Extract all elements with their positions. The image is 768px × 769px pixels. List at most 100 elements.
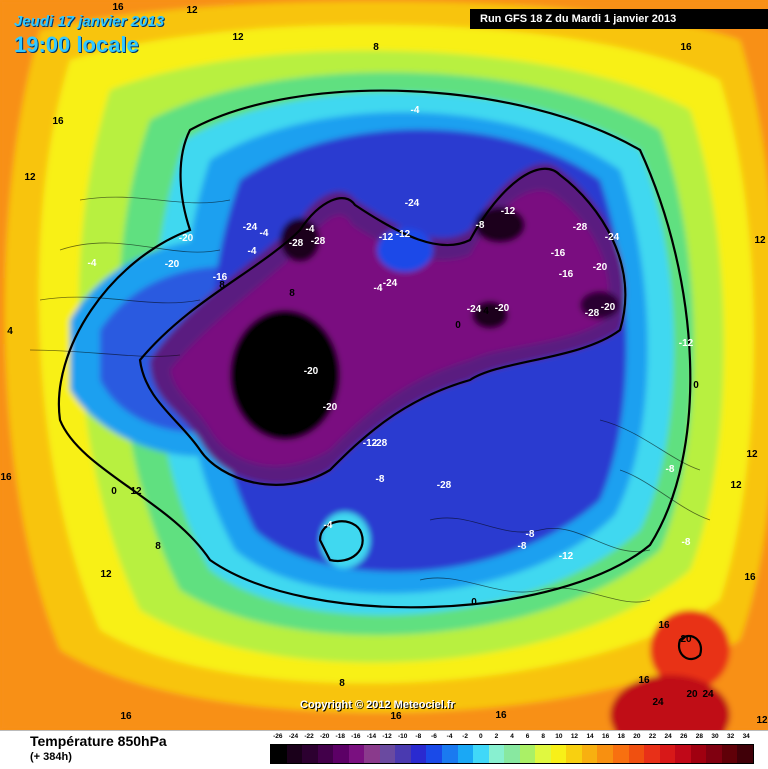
color-scale-tick: 30: [711, 733, 719, 740]
isotherm-label: -8: [682, 537, 691, 548]
color-scale-tick: 8: [541, 733, 546, 740]
color-scale-tick: 22: [648, 733, 657, 740]
isotherm-label: 12: [730, 480, 742, 491]
color-scale-tick: 14: [586, 733, 594, 740]
isotherm-label: -24: [405, 198, 420, 209]
color-swatch: [271, 745, 287, 763]
isotherm-label: 0: [693, 380, 699, 391]
color-swatch: [675, 745, 691, 763]
color-scale-tick: 32: [726, 733, 735, 740]
color-scale-tick: -18: [335, 733, 345, 740]
color-scale-tick: -8: [415, 733, 422, 740]
isotherm-label: -28: [311, 236, 326, 247]
isotherm-label: 12: [100, 569, 112, 580]
color-scale-tick: 10: [555, 733, 563, 740]
color-scale-bar: [270, 744, 754, 764]
color-swatch: [737, 745, 753, 763]
color-swatch: [442, 745, 458, 763]
isotherm-label: 12: [24, 172, 36, 183]
temperature-map: 16 12 12 8 16 12 16 -4 12 -4 -28 -28 -24 -12 -8 -12 -28-…: [0, 0, 768, 730]
isotherm-label: 16: [112, 2, 124, 13]
isotherm-label: 4: [7, 326, 13, 337]
isotherm-label: -4: [248, 246, 257, 257]
isotherm-label: -24: [605, 232, 620, 243]
map-title: Température 850hPa: [30, 733, 167, 749]
isotherm-label: -20: [165, 259, 180, 270]
color-scale-tick: 20: [633, 733, 641, 740]
isotherm-label: 8: [155, 541, 161, 552]
isotherm-label: 24: [652, 697, 664, 708]
isotherm-label: 16: [52, 116, 64, 127]
isotherm-label: -12: [679, 338, 694, 349]
isotherm-label: -28: [289, 238, 304, 249]
isotherm-label: 4: [483, 306, 489, 317]
isotherm-label: -24: [243, 222, 258, 233]
isotherm-label: -4: [324, 520, 333, 531]
isotherm-label: -20: [323, 402, 338, 413]
isotherm-label: 16: [744, 572, 756, 583]
isotherm-label: -16: [559, 269, 574, 280]
isotherm-label: -12: [396, 229, 411, 240]
isotherm-label: -20: [495, 303, 510, 314]
isotherm-label: 20: [680, 634, 692, 645]
isotherm-label: 12: [756, 715, 768, 726]
color-swatch: [519, 745, 536, 763]
color-scale-tick: 18: [617, 733, 625, 740]
color-swatch: [690, 745, 707, 763]
isotherm-label: 12: [186, 5, 198, 16]
color-swatch: [706, 745, 722, 763]
isotherm-label: -4: [306, 224, 315, 235]
isotherm-label: 16: [638, 675, 650, 686]
isotherm-label: 8: [289, 288, 295, 299]
color-swatch: [348, 745, 365, 763]
color-scale-tick: -14: [366, 733, 377, 740]
isotherm-label: -12: [363, 438, 378, 449]
color-swatch: [364, 745, 380, 763]
isotherm-label: -16: [551, 248, 566, 259]
model-run-label: Run GFS 18 Z du Mardi 1 janvier 2013: [470, 9, 768, 29]
isotherm-label: 8: [219, 280, 225, 291]
color-scale-tick: 24: [664, 733, 672, 740]
color-swatch: [379, 745, 396, 763]
color-swatch: [597, 745, 614, 763]
copyright-notice: Copyright © 2012 Meteociel.fr: [300, 699, 455, 711]
isotherm-label: -4: [374, 283, 383, 294]
isotherm-label: -8: [526, 529, 535, 540]
color-swatch: [302, 745, 318, 763]
color-swatch: [395, 745, 411, 763]
isotherm-label: -12: [559, 551, 574, 562]
color-scale-tick: 6: [525, 733, 530, 740]
forecast-lead-time: (+ 384h): [30, 751, 72, 763]
color-scale-tick: 34: [742, 733, 750, 740]
isotherm-label: -24: [467, 304, 482, 315]
color-scale-tick: -22: [304, 733, 314, 740]
isotherm-label: -24: [383, 278, 398, 289]
color-swatch: [488, 745, 505, 763]
isotherm-label: -12: [501, 206, 516, 217]
isotherm-label: 12: [746, 449, 758, 460]
isotherm-label: 8: [373, 42, 379, 53]
color-scale-tick: 16: [602, 733, 610, 740]
isotherm-label: 16: [658, 620, 670, 631]
color-swatch: [426, 745, 443, 763]
color-swatch: [721, 745, 738, 763]
isotherm-label: 0: [471, 597, 477, 608]
color-scale-tick: 2: [494, 733, 499, 740]
color-scale-tick: -4: [446, 733, 453, 740]
color-scale-tick: 28: [695, 733, 703, 740]
color-swatch: [535, 745, 551, 763]
isotherm-label: -20: [593, 262, 608, 273]
color-scale-tick: -2: [462, 733, 469, 740]
color-swatch: [628, 745, 645, 763]
forecast-local-time: 19:00 locale: [14, 32, 139, 57]
color-scale-tick: 4: [510, 733, 514, 740]
isotherm-label: -4: [411, 105, 420, 116]
color-swatch: [550, 745, 567, 763]
color-scale-tick: -10: [398, 733, 408, 740]
isotherm-label: -4: [260, 228, 269, 239]
color-swatch: [644, 745, 660, 763]
color-swatch: [410, 745, 427, 763]
isotherm-label: -4: [88, 258, 97, 269]
